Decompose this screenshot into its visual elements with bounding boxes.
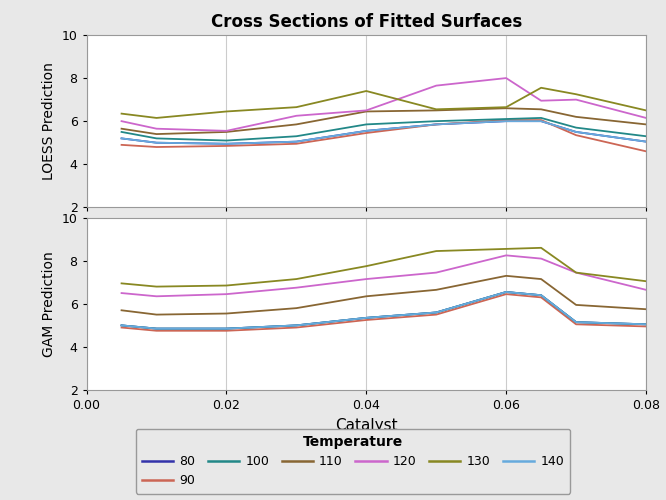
Y-axis label: LOESS Prediction: LOESS Prediction <box>42 62 56 180</box>
Legend: 80, 90, 100, 110, 120, 130, 140: 80, 90, 100, 110, 120, 130, 140 <box>136 428 570 494</box>
X-axis label: Catalyst: Catalyst <box>335 418 398 432</box>
Title: Cross Sections of Fitted Surfaces: Cross Sections of Fitted Surfaces <box>210 12 522 30</box>
Y-axis label: GAM Prediction: GAM Prediction <box>42 251 56 356</box>
